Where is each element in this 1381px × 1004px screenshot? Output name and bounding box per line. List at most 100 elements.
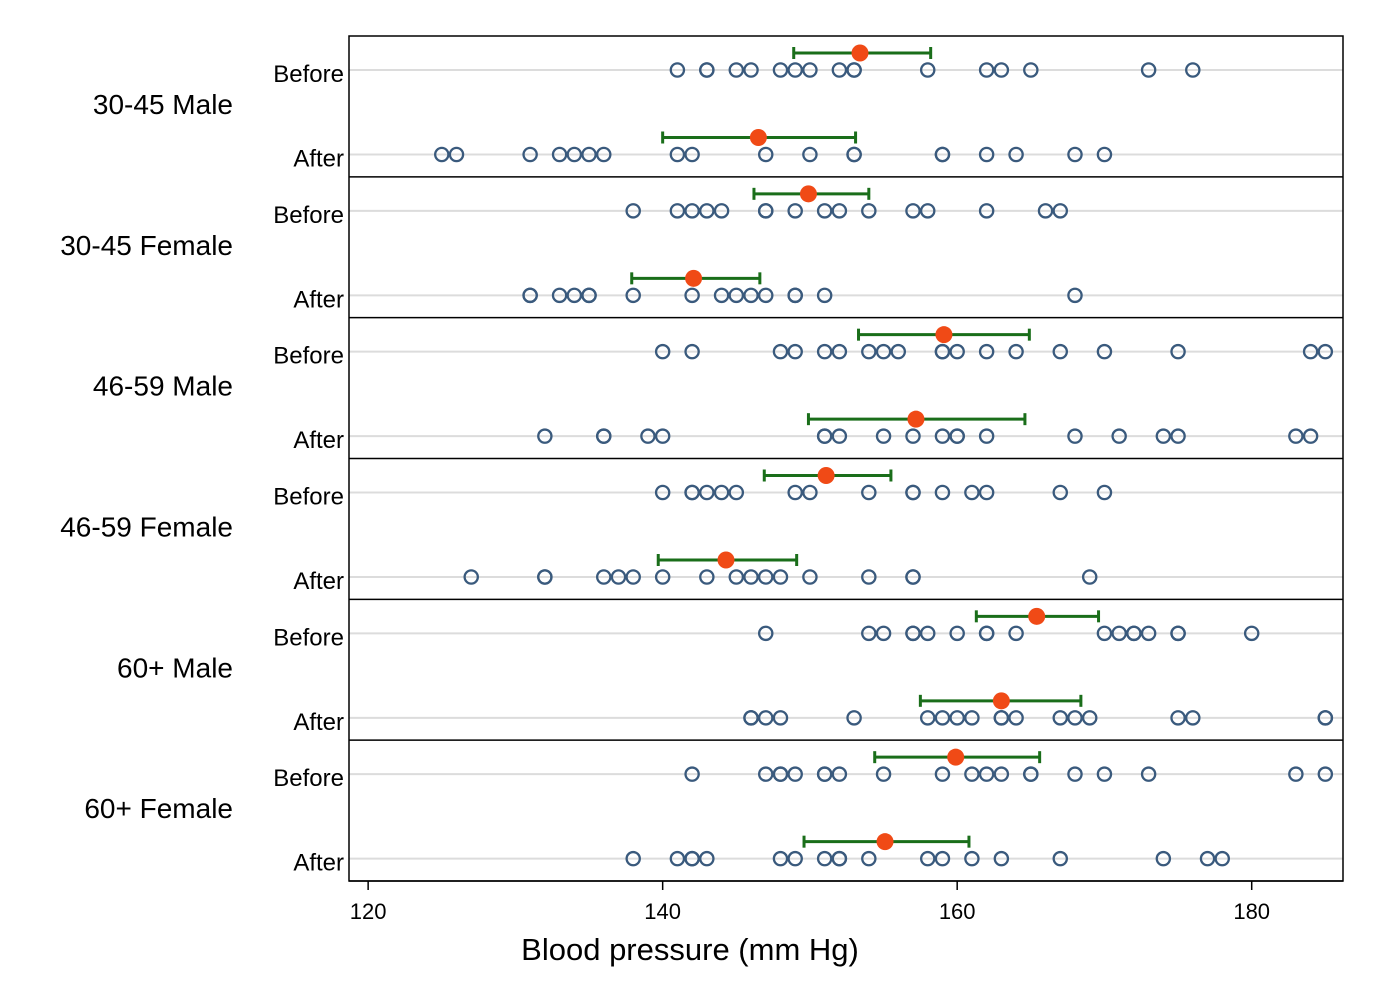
group-label: 46-59 Male [93,371,233,402]
data-point [684,766,700,782]
row-label: After [293,427,344,454]
data-point [993,850,1010,867]
row-label: After [293,709,344,736]
data-point [787,766,803,782]
data-point [993,766,1010,782]
data-point [831,343,848,360]
data-point [1170,343,1186,360]
data-point [772,62,789,78]
data-point [1288,428,1304,444]
data-point [816,766,833,782]
mean-marker [749,129,767,146]
data-point [919,62,936,78]
data-point [934,428,951,444]
data-point [699,203,715,219]
data-point [757,569,774,585]
data-point [919,625,936,642]
data-point [596,569,612,585]
data-point [1096,343,1113,360]
data-point [978,625,995,642]
data-point [1170,625,1186,642]
row-label: After [293,146,344,173]
data-point [743,287,759,304]
data-point [875,343,892,360]
data-point [699,62,715,78]
data-point [1111,428,1127,444]
data-point [919,203,936,219]
data-point [802,569,818,585]
data-point [757,287,774,304]
data-point [978,203,995,219]
mean-marker [947,748,965,766]
data-point [978,484,995,501]
data-point [1052,710,1069,726]
data-point [919,710,936,726]
data-point [728,569,745,585]
row-label: After [293,286,344,313]
data-point [905,203,921,219]
row-label: Before [273,343,344,370]
data-point [861,569,877,585]
data-point [787,484,803,501]
data-point [816,850,833,867]
mean-marker [817,467,835,484]
mean-marker [799,185,817,203]
data-point [993,62,1010,78]
data-point [1067,710,1083,726]
data-point [934,850,951,867]
data-point [1155,428,1172,444]
data-point [978,62,995,78]
row-labels: Before After Before After Before After Before A… [273,61,344,877]
data-point [978,343,995,360]
mean-markers [685,44,1046,851]
data-point [1067,766,1083,782]
data-point [757,766,774,782]
data-point [713,484,730,501]
data-point [1140,766,1157,782]
data-point [684,146,700,163]
data-point [1096,146,1113,163]
x-tick-label: 120 [350,899,387,924]
data-point [816,287,833,304]
data-point [831,850,848,867]
x-tick-label: 140 [644,899,681,924]
row-label: Before [273,61,344,88]
data-point [757,710,774,726]
data-point [1067,428,1083,444]
data-point [949,343,965,360]
mean-marker [907,410,925,428]
data-point [846,146,862,163]
data-point [713,287,730,304]
data-point [772,569,789,585]
data-point [1302,343,1319,360]
data-point [581,287,597,304]
row-label: Before [273,624,344,651]
data-point [934,766,951,782]
data-point [802,484,818,501]
row-label: Before [273,484,344,511]
data-point [831,428,848,444]
data-point [816,428,833,444]
data-point [551,146,568,163]
data-point [757,146,774,163]
data-point [1067,146,1083,163]
data-point [772,710,789,726]
data-point [669,62,686,78]
data-point [816,343,833,360]
data-point [1170,428,1186,444]
data-point [1008,146,1024,163]
data-point [1317,710,1334,726]
data-point [463,569,479,585]
data-point [1081,569,1098,585]
data-point [596,146,612,163]
data-point [1140,625,1157,642]
data-point [1037,203,1054,219]
x-tick-label: 180 [1233,899,1270,924]
data-point [654,343,671,360]
mean-marker [851,44,869,62]
data-point [1185,62,1201,78]
data-point [684,484,700,501]
data-point [861,850,877,867]
data-point [596,428,612,444]
data-point [537,569,553,585]
